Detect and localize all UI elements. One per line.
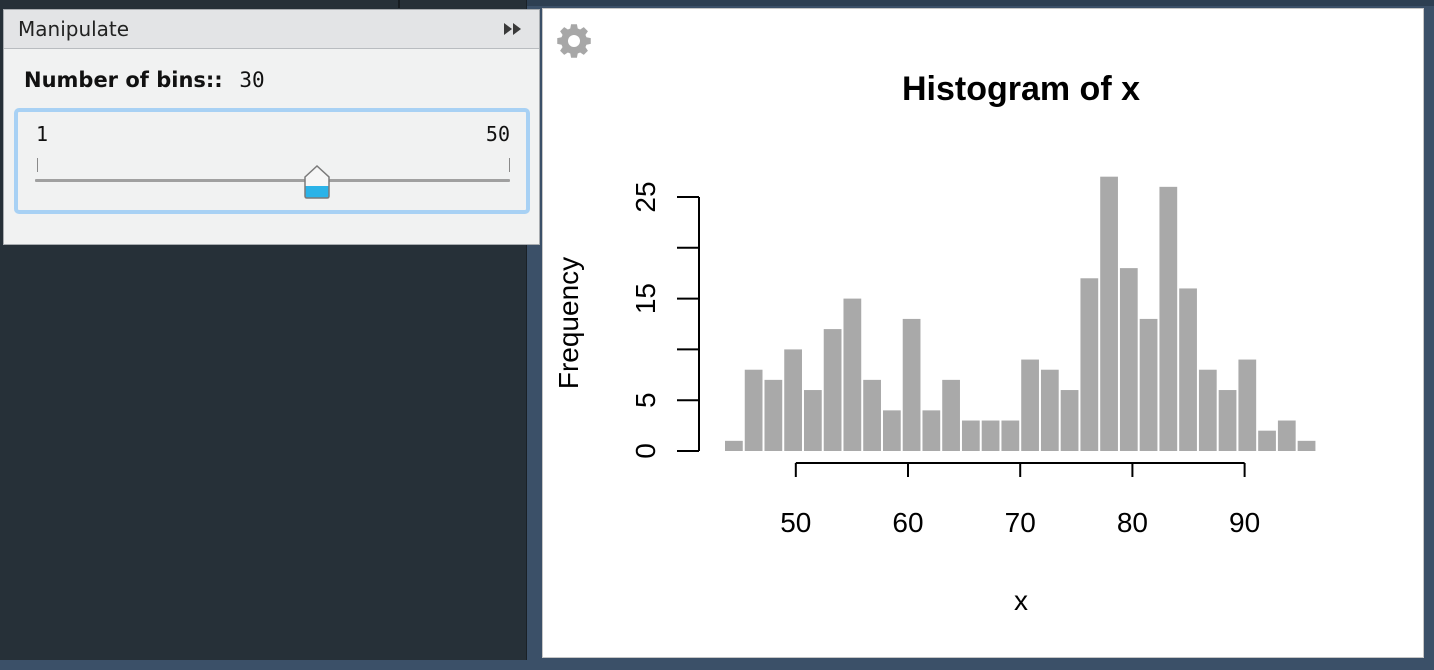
histogram-bar <box>863 379 881 451</box>
y-tick-label: 25 <box>630 181 661 212</box>
histogram-bar <box>725 440 743 451</box>
histogram-bar <box>961 420 980 451</box>
x-tick-label: 80 <box>1117 507 1148 538</box>
histogram-bar <box>1238 359 1257 451</box>
histogram-bar <box>803 390 822 451</box>
histogram-bar <box>1001 420 1020 451</box>
histogram-bar <box>784 349 802 451</box>
bins-label: Number of bins:: <box>24 68 223 92</box>
chart-title: Histogram of x <box>902 70 1140 108</box>
bins-value: 30 <box>239 68 265 92</box>
manipulate-panel: Manipulate Number of bins:: 30 1 50 <box>3 9 540 245</box>
histogram-bar <box>764 379 783 451</box>
window-top-strip <box>0 0 1434 6</box>
histogram-bar <box>1100 176 1118 451</box>
histogram-bar <box>1080 278 1099 451</box>
histogram-bars <box>725 176 1316 451</box>
y-tick-label: 15 <box>630 283 661 314</box>
histogram-bar <box>1060 390 1079 451</box>
histogram-bar <box>1258 430 1276 451</box>
gear-icon[interactable] <box>554 21 594 61</box>
histogram-bar <box>1021 359 1039 451</box>
x-tick-label: 90 <box>1229 507 1260 538</box>
double-chevron-right-icon[interactable] <box>501 19 525 39</box>
x-axis-label: x <box>1014 585 1028 616</box>
y-axis: 0 5 15 25 <box>630 181 700 459</box>
plot-pane <box>542 8 1424 658</box>
manipulate-header: Manipulate <box>4 10 539 49</box>
histogram-bar <box>1159 186 1178 451</box>
gear-icon-glyph <box>557 24 591 58</box>
histogram-bar <box>981 420 1000 451</box>
x-tick-label: 50 <box>780 507 811 538</box>
slider-thumb[interactable] <box>303 164 331 200</box>
x-axis: 50 60 70 80 90 <box>780 462 1260 538</box>
histogram-bar <box>1277 420 1296 451</box>
slider-max-label: 50 <box>485 122 510 146</box>
histogram-bar <box>882 410 901 451</box>
slider-thumb-glyph <box>304 164 330 199</box>
double-chevron-right-icon-glyph <box>504 23 521 35</box>
y-tick-label: 0 <box>630 443 661 459</box>
histogram-bar <box>823 329 842 451</box>
bins-slider[interactable]: 1 50 <box>14 108 530 214</box>
histogram-bar <box>902 318 921 451</box>
histogram-bar <box>1297 440 1316 451</box>
histogram-plot: Histogram of x x Frequency 50 60 70 80 90 0 5… <box>553 70 1316 616</box>
manipulate-title: Manipulate <box>18 17 130 41</box>
histogram-bar <box>744 369 763 451</box>
x-tick-label: 70 <box>1005 507 1036 538</box>
slider-min-tick <box>37 158 38 172</box>
histogram-bar <box>1179 288 1197 451</box>
histogram-bar <box>1218 390 1237 451</box>
histogram-bar <box>1119 268 1138 451</box>
histogram-bar <box>942 379 960 451</box>
slider-min-label: 1 <box>36 122 49 146</box>
slider-max-tick <box>509 158 510 172</box>
bins-control-row: Number of bins:: 30 <box>24 68 265 92</box>
pane-divider <box>398 0 400 8</box>
histogram-bar <box>922 410 941 451</box>
y-axis-label: Frequency <box>553 257 584 389</box>
slider-track[interactable] <box>35 179 510 182</box>
histogram-bar <box>1198 369 1217 451</box>
histogram-bar <box>1139 318 1158 451</box>
histogram-bar <box>1040 369 1059 451</box>
y-tick-label: 5 <box>630 392 661 408</box>
histogram-bar <box>843 298 862 451</box>
x-tick-label: 60 <box>892 507 923 538</box>
